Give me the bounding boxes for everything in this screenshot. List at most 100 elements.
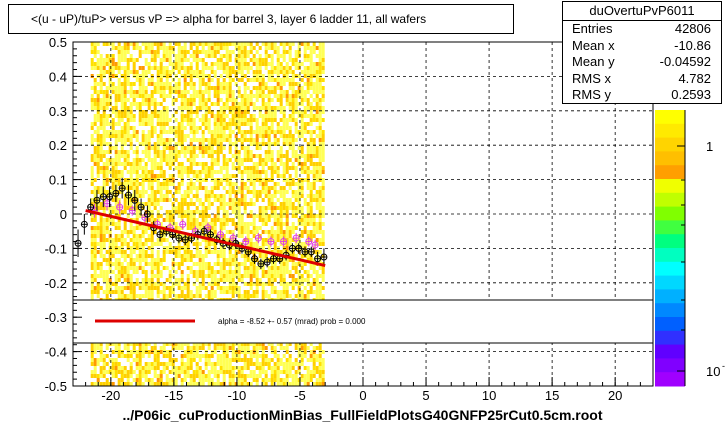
heatmap-cell bbox=[183, 170, 187, 174]
heatmap-cell bbox=[144, 134, 148, 138]
heatmap-cell bbox=[198, 126, 202, 130]
heatmap-cell bbox=[303, 198, 307, 202]
heatmap-cell bbox=[267, 138, 271, 142]
heatmap-cell bbox=[159, 118, 163, 122]
heatmap-cell bbox=[198, 202, 202, 206]
heatmap-cell bbox=[300, 170, 304, 174]
heatmap-cell bbox=[252, 182, 256, 186]
heatmap-cell bbox=[198, 370, 202, 374]
heatmap-cell bbox=[117, 370, 121, 374]
heatmap-cell bbox=[207, 342, 211, 346]
heatmap-cell bbox=[276, 354, 280, 358]
heatmap-cell bbox=[126, 206, 130, 210]
heatmap-cell bbox=[201, 346, 205, 350]
heatmap-cell bbox=[222, 86, 226, 90]
heatmap-cell bbox=[225, 74, 229, 78]
heatmap-cell bbox=[108, 66, 112, 70]
heatmap-cell bbox=[249, 258, 253, 262]
heatmap-cell bbox=[195, 46, 199, 50]
heatmap-cell bbox=[90, 158, 94, 162]
heatmap-cell bbox=[114, 346, 118, 350]
heatmap-cell bbox=[90, 102, 94, 106]
heatmap-cell bbox=[165, 178, 169, 182]
heatmap-cell bbox=[186, 98, 190, 102]
heatmap-cell bbox=[147, 382, 151, 386]
heatmap-cell bbox=[312, 130, 316, 134]
heatmap-cell bbox=[129, 350, 133, 354]
heatmap-cell bbox=[297, 342, 301, 346]
heatmap-cell bbox=[165, 378, 169, 382]
heatmap-cell bbox=[180, 174, 184, 178]
heatmap-cell bbox=[249, 58, 253, 62]
heatmap-cell bbox=[171, 362, 175, 366]
heatmap-cell bbox=[288, 206, 292, 210]
heatmap-cell bbox=[273, 50, 277, 54]
heatmap-cell bbox=[117, 270, 121, 274]
heatmap-cell bbox=[183, 350, 187, 354]
heatmap-cell bbox=[300, 70, 304, 74]
heatmap-cell bbox=[249, 134, 253, 138]
heatmap-cell bbox=[261, 90, 265, 94]
heatmap-cell bbox=[222, 290, 226, 294]
heatmap-cell bbox=[216, 118, 220, 122]
heatmap-cell bbox=[195, 250, 199, 254]
heatmap-cell bbox=[141, 342, 145, 346]
heatmap-cell bbox=[180, 278, 184, 282]
heatmap-cell bbox=[138, 182, 142, 186]
heatmap-cell bbox=[273, 258, 277, 262]
heatmap-cell bbox=[318, 158, 322, 162]
heatmap-cell bbox=[300, 86, 304, 90]
profile-black-point bbox=[137, 203, 145, 211]
heatmap-cell bbox=[141, 102, 145, 106]
heatmap-cell bbox=[258, 154, 262, 158]
heatmap-cell bbox=[180, 370, 184, 374]
heatmap-cell bbox=[321, 50, 325, 54]
heatmap-cell bbox=[261, 358, 265, 362]
heatmap-cell bbox=[231, 118, 235, 122]
heatmap-cell bbox=[114, 130, 118, 134]
heatmap-cell bbox=[318, 282, 322, 286]
heatmap-cell bbox=[237, 346, 241, 350]
heatmap-cell bbox=[111, 42, 115, 46]
heatmap-cell bbox=[204, 266, 208, 270]
heatmap-cell bbox=[150, 242, 154, 246]
heatmap-cell bbox=[129, 286, 133, 290]
heatmap-cell bbox=[306, 206, 310, 210]
heatmap-cell bbox=[114, 66, 118, 70]
heatmap-cell bbox=[234, 98, 238, 102]
heatmap-cell bbox=[198, 82, 202, 86]
heatmap-cell bbox=[150, 282, 154, 286]
heatmap-cell bbox=[207, 66, 211, 70]
heatmap-cell bbox=[93, 230, 97, 234]
heatmap-cell bbox=[186, 90, 190, 94]
heatmap-cell bbox=[189, 126, 193, 130]
heatmap-cell bbox=[213, 70, 217, 74]
heatmap-cell bbox=[300, 210, 304, 214]
heatmap-cell bbox=[189, 66, 193, 70]
heatmap-cell bbox=[195, 370, 199, 374]
heatmap-cell bbox=[114, 278, 118, 282]
heatmap-cell bbox=[183, 190, 187, 194]
heatmap-cell bbox=[162, 370, 166, 374]
heatmap-cell bbox=[222, 70, 226, 74]
heatmap-cell bbox=[252, 242, 256, 246]
heatmap-cell bbox=[285, 170, 289, 174]
heatmap-cell bbox=[174, 86, 178, 90]
heatmap-cell bbox=[171, 370, 175, 374]
heatmap-cell bbox=[192, 214, 196, 218]
heatmap-cell bbox=[288, 198, 292, 202]
heatmap-cell bbox=[279, 270, 283, 274]
heatmap-cell bbox=[138, 378, 142, 382]
heatmap-cell bbox=[165, 86, 169, 90]
heatmap-cell bbox=[270, 166, 274, 170]
heatmap-cell bbox=[156, 122, 160, 126]
heatmap-cell bbox=[126, 66, 130, 70]
heatmap-cell bbox=[273, 238, 277, 242]
heatmap-cell bbox=[156, 190, 160, 194]
heatmap-cell bbox=[285, 270, 289, 274]
heatmap-cell bbox=[216, 110, 220, 114]
heatmap-cell bbox=[168, 94, 172, 98]
heatmap-cell bbox=[192, 378, 196, 382]
heatmap-cell bbox=[252, 186, 256, 190]
heatmap-cell bbox=[321, 382, 325, 386]
